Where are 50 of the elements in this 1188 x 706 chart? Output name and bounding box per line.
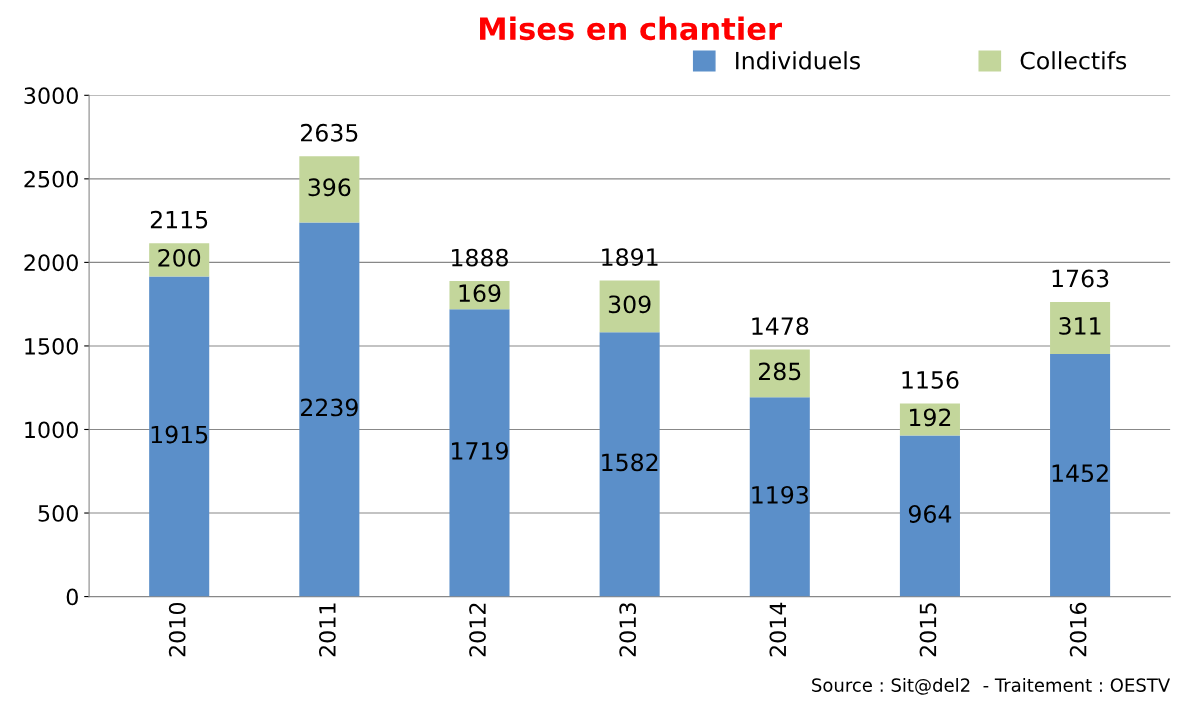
total-label: 1763 <box>1052 269 1109 288</box>
bar <box>599 280 660 333</box>
y-tick-label: 0 <box>66 588 78 606</box>
x-tick-label: 2011 <box>318 603 336 657</box>
data-label: 1452 <box>1052 464 1108 483</box>
data-label: 169 <box>459 284 501 303</box>
total-label: 2635 <box>301 123 358 142</box>
bar <box>1050 353 1111 597</box>
x-tick-label: 2016 <box>1069 602 1087 657</box>
bar <box>299 222 360 597</box>
data-label: 964 <box>908 505 952 523</box>
x-tick-label: 2012 <box>469 603 486 657</box>
data-label: 1193 <box>752 485 808 504</box>
data-label: 285 <box>758 362 801 381</box>
y-tick-label: 3000 <box>24 87 78 105</box>
x-tick-label: 2015 <box>919 603 937 657</box>
bar <box>149 276 210 597</box>
bar <box>449 309 510 597</box>
legend-label: Collectifs <box>1020 51 1127 70</box>
data-label: 1915 <box>151 425 208 444</box>
y-tick-label: 1000 <box>25 421 78 439</box>
bar <box>899 435 960 597</box>
total-label: 1891 <box>602 248 658 267</box>
x-tick-label: 2010 <box>168 602 186 657</box>
total-label: 1478 <box>752 317 809 336</box>
y-tick-label: 2000 <box>24 254 78 272</box>
total-label: 2115 <box>150 210 208 229</box>
bar <box>299 156 360 223</box>
data-label: 1582 <box>602 453 658 472</box>
data-label: 396 <box>308 178 351 197</box>
legend-label: Individuels <box>736 51 860 70</box>
bar <box>1050 302 1111 354</box>
x-tick-label: 2014 <box>769 602 787 657</box>
data-label: 311 <box>1059 316 1101 335</box>
data-label: 200 <box>158 248 201 267</box>
source-note: Source : Sit@del2 - Traitement : OESTV <box>812 677 1171 695</box>
data-label: 1719 <box>452 441 508 460</box>
total-label: 1888 <box>452 248 508 267</box>
bar <box>749 349 810 398</box>
x-tick-label: 2013 <box>619 603 637 657</box>
y-tick-label: 1500 <box>25 337 78 355</box>
data-label: 192 <box>910 408 951 427</box>
y-tick-label: 500 <box>38 504 78 522</box>
y-tick-label: 2500 <box>24 170 78 188</box>
bar <box>749 397 810 597</box>
chart-title: Mises en chantier <box>480 16 782 41</box>
bar <box>599 332 660 597</box>
data-label: 2239 <box>301 398 358 417</box>
data-label: 309 <box>608 295 651 314</box>
total-label: 1156 <box>902 370 959 389</box>
